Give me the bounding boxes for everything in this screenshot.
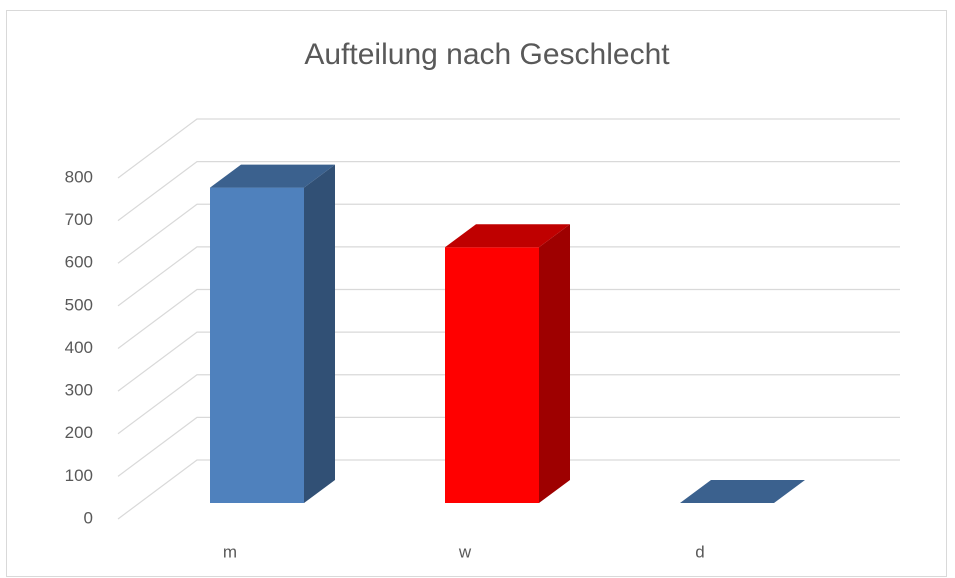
grid-line	[117, 374, 900, 435]
bar-top	[445, 224, 570, 248]
y-tick-label: 100	[65, 466, 93, 485]
y-tick-label: 800	[65, 167, 93, 186]
grid-line	[117, 459, 900, 520]
x-tick-label: m	[223, 542, 237, 561]
y-tick-label: 700	[65, 210, 93, 229]
grid-line	[117, 161, 900, 222]
bar-side	[539, 224, 570, 503]
bar-side	[304, 164, 335, 503]
bar-top	[680, 480, 805, 503]
y-tick-label: 600	[65, 253, 93, 272]
bar	[210, 187, 304, 503]
grid-line	[117, 118, 900, 179]
grid-line	[117, 416, 900, 477]
grid-line	[117, 246, 900, 307]
grid-line	[117, 288, 900, 349]
y-tick-label: 0	[84, 508, 93, 527]
y-tick-label: 500	[65, 295, 93, 314]
bar	[445, 247, 539, 503]
chart-title: Aufteilung nach Geschlecht	[304, 38, 670, 71]
y-tick-label: 200	[65, 423, 93, 442]
grid-line	[117, 331, 900, 392]
x-tick-label: d	[695, 542, 704, 561]
y-tick-label: 400	[65, 338, 93, 357]
grid-line	[117, 203, 900, 264]
y-tick-label: 300	[65, 381, 93, 400]
x-tick-label: w	[458, 542, 472, 561]
bar-top	[210, 164, 335, 188]
